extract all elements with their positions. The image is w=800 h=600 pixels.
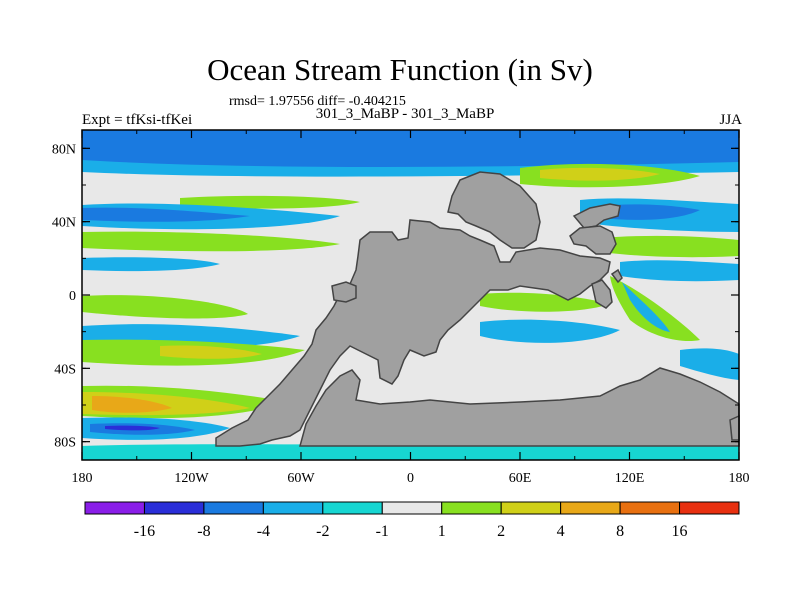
x-tick-label: 180 bbox=[72, 471, 93, 486]
colorbar: -16 -8 -4 -2 -1 1 2 4 8 16 bbox=[84, 501, 740, 540]
land-antarctica bbox=[299, 367, 740, 447]
colorbar-label: -1 bbox=[376, 523, 389, 540]
colorbar-label: 4 bbox=[557, 523, 565, 540]
colorbar-swatch bbox=[560, 501, 621, 515]
colorbar-label: -4 bbox=[257, 523, 270, 540]
contour-io-cyan bbox=[622, 282, 670, 332]
colorbar-label: 8 bbox=[616, 523, 624, 540]
land-small-island-4 bbox=[729, 414, 740, 441]
contour-npac-cyan2 bbox=[82, 257, 220, 272]
stats-label: rmsd= 1.97556 diff= -0.404215 bbox=[229, 94, 406, 109]
contour-natl-yellow bbox=[540, 167, 660, 181]
land-north bbox=[447, 171, 541, 249]
y-tick-label: 80S bbox=[54, 436, 76, 451]
contour-npac-green bbox=[180, 195, 360, 209]
colorbar-swatch bbox=[619, 501, 681, 515]
contour-so-deepblue bbox=[105, 425, 160, 431]
contour-satl-cyan bbox=[480, 319, 620, 343]
chart-title: Ocean Stream Function (in Sv) bbox=[207, 52, 593, 87]
colorbar-swatch bbox=[679, 501, 740, 515]
colorbar-label: -2 bbox=[316, 523, 329, 540]
contour-npac-green2 bbox=[82, 231, 340, 252]
y-tick-label: 80N bbox=[52, 142, 76, 157]
land-main bbox=[215, 219, 611, 447]
contour-eqatl-green bbox=[480, 292, 610, 312]
contour-natl-green2 bbox=[600, 235, 739, 258]
land-east-arm bbox=[569, 225, 617, 255]
contour-sio-cyan bbox=[680, 348, 739, 380]
colorbar-swatch bbox=[381, 501, 443, 515]
colorbar-label: -8 bbox=[197, 523, 210, 540]
colorbar-label: -16 bbox=[134, 523, 155, 540]
x-tick-label: 60W bbox=[287, 471, 315, 486]
contour-eqpac-green bbox=[82, 295, 248, 319]
land-small-island-3 bbox=[610, 268, 623, 284]
x-tick-label: 180 bbox=[729, 471, 750, 486]
colorbar-swatch bbox=[322, 501, 383, 515]
contour-so-orange bbox=[92, 396, 172, 413]
left-label: Expt = tfKsi-tfKei bbox=[82, 112, 193, 128]
x-tick-label: 120E bbox=[615, 471, 645, 486]
land-small-island-2 bbox=[591, 279, 613, 309]
colorbar-label: 2 bbox=[497, 523, 505, 540]
landmasses bbox=[215, 171, 740, 447]
colorbar-swatch bbox=[84, 501, 145, 515]
x-tick-label: 120W bbox=[174, 471, 209, 486]
contour-natl-cyan2 bbox=[620, 260, 739, 282]
contour-npac-blue bbox=[82, 207, 250, 222]
colorbar-swatch bbox=[203, 501, 264, 515]
colorbar-swatch bbox=[262, 501, 324, 515]
contour-spac-yellow bbox=[160, 345, 262, 359]
y-tick-label: 40S bbox=[54, 362, 76, 377]
right-label: JJA bbox=[719, 112, 742, 128]
contour-natl-blue bbox=[600, 204, 700, 220]
colorbar-swatch bbox=[143, 501, 205, 515]
colorbar-swatch bbox=[500, 501, 562, 515]
colorbar-swatch bbox=[441, 501, 502, 515]
y-tick-label: 0 bbox=[69, 289, 76, 304]
colorbar-label: 16 bbox=[672, 523, 688, 540]
axis-ticks: 180 120W 60W 0 60E 120E 180 80N 40N 0 40S 80S bbox=[52, 130, 750, 486]
land-small-island-1 bbox=[331, 281, 357, 303]
y-tick-label: 40N bbox=[52, 216, 76, 231]
colorbar-label: 1 bbox=[438, 523, 446, 540]
x-tick-label: 0 bbox=[407, 471, 414, 486]
center-label: 301_3_MaBP - 301_3_MaBP bbox=[315, 106, 495, 122]
x-tick-label: 60E bbox=[509, 471, 532, 486]
